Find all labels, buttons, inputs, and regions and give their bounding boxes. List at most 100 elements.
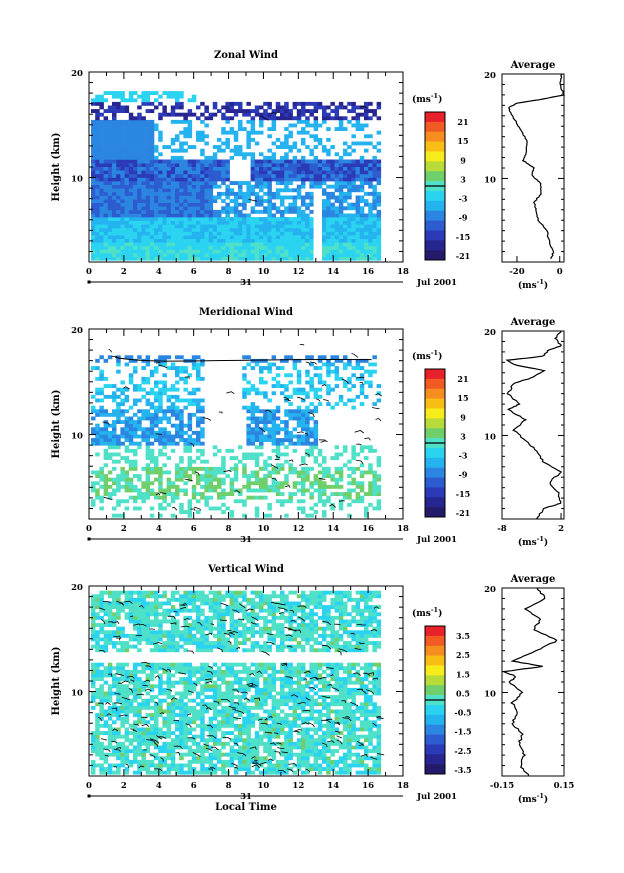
heatmap-cell (242, 452, 247, 457)
heatmap-cell (326, 741, 331, 746)
heatmap-cell (313, 245, 319, 250)
heatmap-cell (91, 759, 96, 764)
heatmap-cell (301, 163, 306, 167)
heatmap-cell (170, 366, 176, 370)
heatmap-cell (91, 734, 96, 739)
heatmap-cell (359, 253, 365, 257)
heatmap-cell (376, 756, 382, 761)
heatmap-cell (334, 127, 340, 131)
heatmap-cell (175, 163, 180, 167)
heatmap-cell (330, 253, 335, 257)
heatmap-cell (149, 391, 155, 396)
heatmap-cell (359, 756, 365, 761)
colorbar-swatch (425, 369, 445, 380)
heatmap-cell (187, 463, 193, 468)
heatmap-cell (187, 466, 193, 471)
heatmap-cell (128, 420, 134, 424)
heatmap-cell (145, 166, 151, 171)
heatmap-cell (246, 235, 251, 239)
heatmap-cell (99, 441, 104, 446)
heatmap-cell (170, 423, 176, 428)
heatmap-cell (221, 141, 226, 146)
heatmap-cell (170, 137, 176, 142)
heatmap-cell (162, 756, 167, 761)
contour-line (304, 432, 308, 436)
heatmap-cell (217, 752, 222, 757)
heatmap-cell (154, 723, 159, 728)
heatmap-cell (166, 217, 172, 221)
unit-close: ) (438, 94, 442, 105)
heatmap-cell (107, 394, 113, 399)
heatmap-cell (259, 369, 264, 374)
heatmap-cell (107, 206, 113, 211)
heatmap-cell (280, 112, 285, 117)
heatmap-cell (166, 749, 172, 753)
heatmap-cell (330, 224, 335, 229)
heatmap-cell (284, 217, 289, 221)
heatmap-cell (292, 159, 298, 164)
heatmap-cell (343, 206, 348, 211)
heatmap-cell (145, 137, 151, 142)
heatmap-cell (351, 184, 356, 189)
heatmap-cell (322, 213, 327, 218)
heatmap-cell (103, 448, 109, 453)
average-y-tick-label: 10 (484, 175, 496, 185)
heatmap-cell (175, 94, 180, 99)
heatmap-cell (145, 495, 151, 500)
heatmap-cell (372, 253, 377, 257)
heatmap-cell (133, 452, 138, 457)
heatmap-cell (275, 767, 281, 771)
heatmap-cell (116, 123, 121, 128)
heatmap-cell (162, 181, 167, 185)
heatmap-cell (338, 163, 344, 167)
heatmap-cell (246, 184, 251, 189)
heatmap-cell (187, 184, 193, 189)
heatmap-cell (254, 749, 260, 753)
average-unit-exponent: -1 (537, 535, 544, 543)
heatmap-cell (334, 456, 340, 460)
heatmap-cell (254, 420, 260, 424)
heatmap-cell (292, 163, 298, 167)
heatmap-cell (175, 253, 180, 257)
heatmap-cell (254, 488, 260, 493)
heatmap-cell (238, 713, 243, 717)
heatmap-cell (301, 137, 306, 142)
heatmap-cell (238, 723, 243, 728)
heatmap-cell (179, 416, 184, 421)
heatmap-cell (187, 177, 193, 182)
heatmap-cell (347, 109, 352, 113)
heatmap-cell (124, 253, 130, 257)
heatmap-cell (250, 384, 256, 388)
heatmap-cell (229, 256, 235, 261)
heatmap-cell (275, 380, 281, 385)
heatmap-cell (149, 159, 155, 164)
heatmap-cell (128, 159, 134, 164)
heatmap-cell (271, 112, 277, 117)
heatmap-cell (254, 427, 260, 432)
heatmap-cell (128, 209, 134, 214)
heatmap-cell (338, 358, 344, 363)
heatmap-cell (95, 249, 100, 254)
heatmap-cell (128, 184, 134, 189)
heatmap-cell (133, 141, 138, 146)
heatmap-cell (233, 727, 239, 732)
heatmap-cell (128, 217, 134, 221)
heatmap-cell (250, 713, 256, 717)
heatmap-cell (330, 484, 335, 489)
heatmap-cell (158, 166, 163, 171)
heatmap-cell (120, 159, 125, 164)
heatmap-cell (267, 427, 272, 432)
heatmap-cell (133, 181, 138, 185)
heatmap-cell (313, 427, 319, 432)
heatmap-cell (280, 741, 285, 746)
heatmap-cell (120, 253, 125, 257)
heatmap-cell (343, 253, 348, 257)
heatmap-cell (254, 159, 260, 164)
heatmap-cell (338, 184, 344, 189)
heatmap-cell (317, 166, 323, 171)
heatmap-cell (120, 98, 125, 103)
heatmap-cell (162, 416, 167, 421)
heatmap-cell (225, 206, 230, 211)
heatmap-cell (309, 752, 314, 757)
heatmap-cell (330, 506, 335, 511)
